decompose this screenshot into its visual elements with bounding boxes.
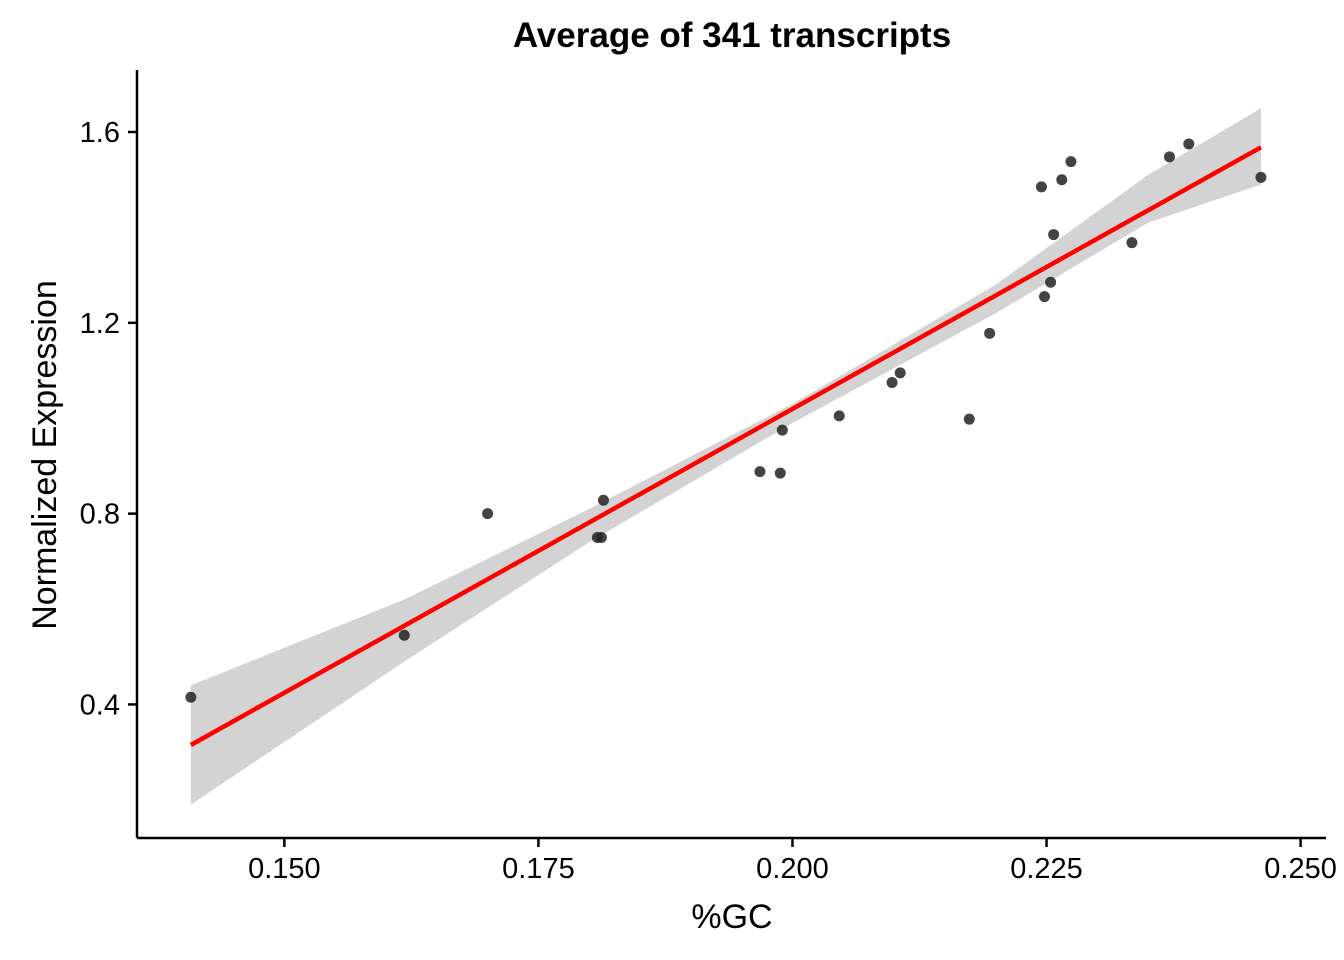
data-point-11 [886, 376, 898, 388]
data-point-17 [1045, 276, 1057, 288]
fit-line-layer [189, 145, 1263, 747]
fit-line [189, 145, 1263, 747]
x-tick-label: 0.150 [248, 853, 321, 885]
points-layer [185, 138, 1267, 703]
data-point-1 [185, 691, 197, 703]
y-tick-label: 0.4 [80, 689, 120, 721]
data-point-9 [776, 424, 788, 436]
confidence-band-layer [190, 108, 1261, 805]
data-point-16 [1039, 291, 1051, 303]
chart-title: Average of 341 transcripts [513, 16, 951, 55]
data-point-23 [1183, 138, 1195, 150]
data-point-6 [597, 494, 609, 506]
confidence-band [190, 108, 1261, 805]
data-point-19 [1056, 174, 1068, 186]
x-tick-label: 0.225 [1010, 853, 1083, 885]
x-tick-label: 0.200 [756, 853, 829, 885]
x-tick-label: 0.175 [502, 853, 575, 885]
x-tick-label: 0.250 [1264, 853, 1337, 885]
data-point-5 [595, 531, 607, 543]
data-point-21 [1126, 237, 1138, 249]
data-point-20 [1065, 156, 1077, 168]
data-point-3 [482, 508, 494, 520]
y-tick-label: 1.6 [80, 117, 120, 149]
data-point-7 [754, 466, 766, 478]
data-point-22 [1163, 151, 1175, 163]
x-axis-label: %GC [691, 898, 772, 936]
y-axis-label: Normalized Expression [26, 280, 64, 630]
data-point-10 [833, 410, 845, 422]
data-point-2 [398, 629, 410, 641]
y-axis-ticks: 0.4 0.8 1.2 1.6 [80, 117, 137, 721]
y-tick-label: 0.8 [80, 499, 120, 531]
data-point-15 [1035, 181, 1047, 193]
y-tick-label: 1.2 [80, 308, 120, 340]
data-point-24 [1255, 171, 1267, 183]
data-point-18 [1048, 229, 1060, 241]
data-point-14 [984, 327, 996, 339]
x-axis-ticks: 0.150 0.175 0.200 0.225 0.250 [248, 838, 1337, 885]
data-point-12 [894, 367, 906, 379]
data-point-13 [963, 413, 975, 425]
data-point-8 [774, 467, 786, 479]
